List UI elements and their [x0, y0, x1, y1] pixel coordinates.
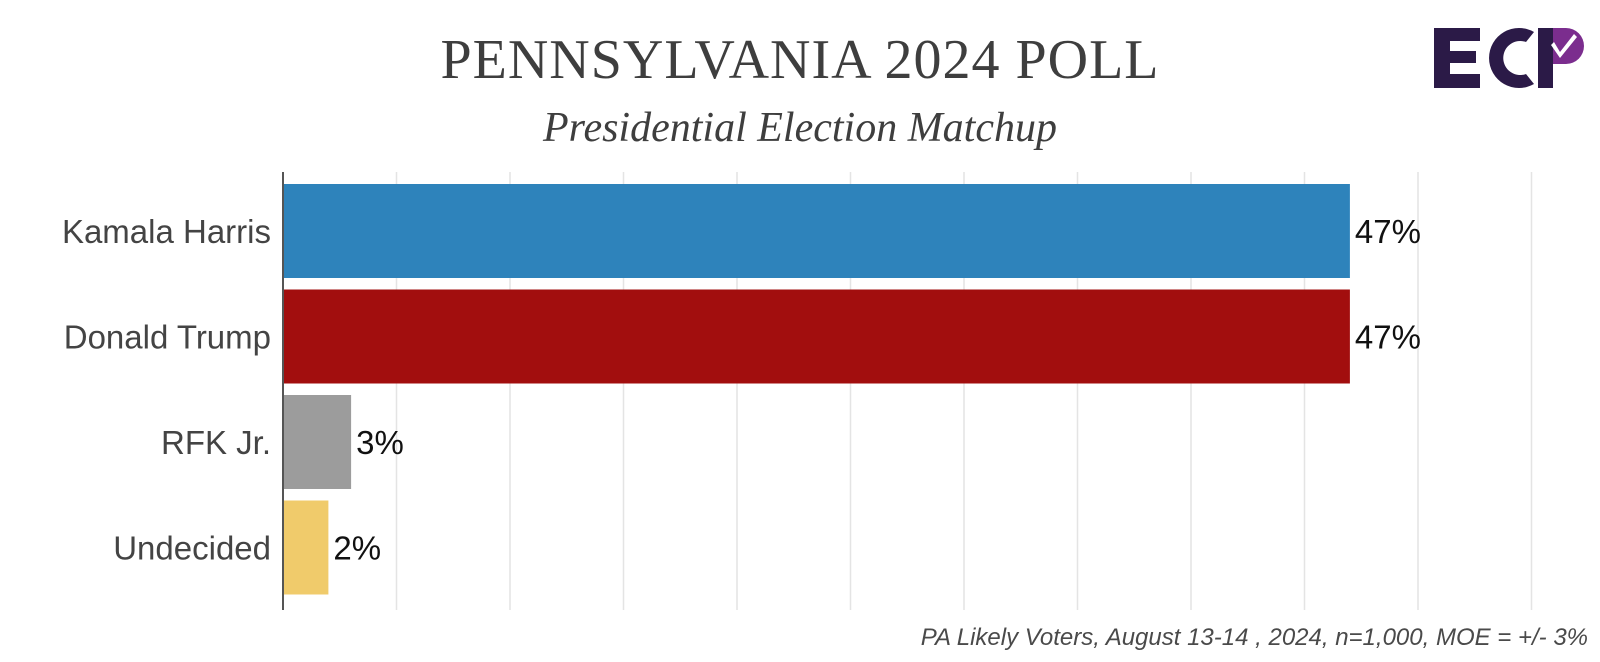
category-label: Donald Trump	[64, 319, 271, 356]
logo-check-icon	[1551, 34, 1577, 58]
category-label: Kamala Harris	[62, 213, 271, 250]
category-label: Undecided	[113, 530, 271, 567]
value-label: 47%	[1355, 213, 1421, 250]
value-label: 47%	[1355, 319, 1421, 356]
bar-undecided	[283, 500, 329, 595]
bar-kamala-harris	[283, 184, 1350, 278]
source-note: PA Likely Voters, August 13-14 , 2024, n…	[920, 624, 1588, 651]
logo-letter-e	[1434, 28, 1480, 88]
category-label: RFK Jr.	[161, 424, 271, 461]
chart-title: PENNSYLVANIA 2024 POLL	[440, 29, 1160, 91]
chart-subtitle: Presidential Election Matchup	[543, 105, 1057, 151]
ecp-logo	[1434, 28, 1584, 88]
bar-donald-trump	[283, 289, 1350, 384]
logo-letter-p-stem	[1538, 28, 1553, 88]
value-label: 2%	[333, 530, 381, 567]
bar-rfk-jr	[283, 395, 352, 489]
logo-letter-c	[1489, 28, 1534, 88]
value-label: 3%	[356, 424, 404, 461]
